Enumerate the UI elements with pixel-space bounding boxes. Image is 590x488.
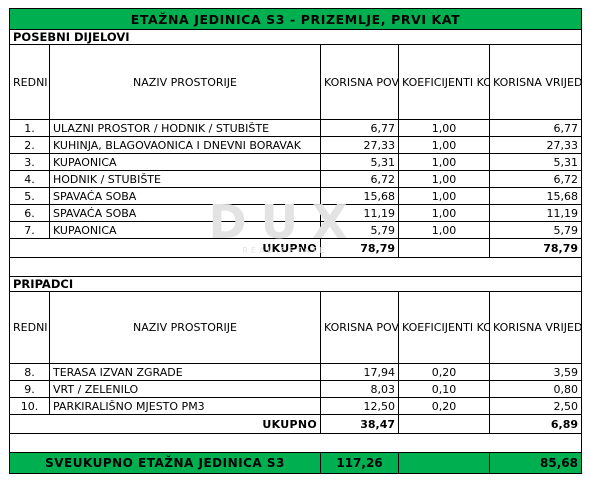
room-value: 3,59 <box>489 363 582 381</box>
column-header-row: REDNI BROJ NAZIV PROSTORIJE KORISNA POVR… <box>9 44 582 120</box>
room-name: KUPAONICA <box>49 153 321 171</box>
room-name: TERASA IZVAN ZGRADE <box>49 363 321 381</box>
grand-total-row: SVEUKUPNO ETAŽNA JEDINICA S3 117,26 85,6… <box>9 452 582 474</box>
table-row: 8. TERASA IZVAN ZGRADE 17,94 0,20 3,59 <box>9 363 582 381</box>
header-koeficijenti: KOEFICIJENTI KORISNE VRIJEDNOSTI POVRŠIN… <box>398 291 490 364</box>
row-number: 4. <box>9 170 50 188</box>
column-header-row-2: REDNI BROJ NAZIV PROSTORIJE KORISNA POVR… <box>9 291 582 364</box>
room-value: 5,79 <box>489 221 582 239</box>
room-coef: 0,20 <box>398 397 490 415</box>
spacer-row <box>9 257 582 277</box>
header-naziv: NAZIV PROSTORIJE <box>49 44 321 120</box>
row-number: 8. <box>9 363 50 381</box>
room-coef: 1,00 <box>398 119 490 137</box>
room-coef: 1,00 <box>398 221 490 239</box>
room-coef: 1,00 <box>398 153 490 171</box>
section-row-pripadci: PRIPADCI <box>9 276 582 292</box>
grand-total-coef-empty <box>398 452 490 474</box>
room-area: 17,94 <box>320 363 399 381</box>
total-coef-empty <box>398 238 490 258</box>
room-name: HODNIK / STUBIŠTE <box>49 170 321 188</box>
row-number: 3. <box>9 153 50 171</box>
room-name: KUHINJA, BLAGOVAONICA I DNEVNI BORAVAK <box>49 136 321 154</box>
room-name: VRT / ZELENILO <box>49 380 321 398</box>
room-name: KUPAONICA <box>49 221 321 239</box>
room-area: 15,68 <box>320 187 399 205</box>
room-name: ULAZNI PROSTOR / HODNIK / STUBIŠTE <box>49 119 321 137</box>
header-korisna-vrijednost: KORISNA VRIJEDNOST POVRŠINA / m² / <box>489 291 582 364</box>
section-row-posebni: POSEBNI DIJELOVI <box>9 29 582 45</box>
room-area: 27,33 <box>320 136 399 154</box>
title-row: ETAŽNA JEDINICA S3 - PRIZEMLJE, PRVI KAT <box>9 8 582 30</box>
room-value: 15,68 <box>489 187 582 205</box>
page-title: ETAŽNA JEDINICA S3 - PRIZEMLJE, PRVI KAT <box>9 8 582 30</box>
total-label-pripadci: UKUPNO <box>9 414 321 434</box>
table-row: 5. SPAVAĆA SOBA 15,68 1,00 15,68 <box>9 187 582 205</box>
room-area: 8,03 <box>320 380 399 398</box>
spacer-cell <box>9 257 582 277</box>
area-table: ETAŽNA JEDINICA S3 - PRIZEMLJE, PRVI KAT… <box>9 8 582 474</box>
room-name: SPAVAĆA SOBA <box>49 187 321 205</box>
room-area: 5,79 <box>320 221 399 239</box>
room-name: PARKIRALIŠNO MJESTO PM3 <box>49 397 321 415</box>
room-area: 6,72 <box>320 170 399 188</box>
room-value: 6,77 <box>489 119 582 137</box>
row-number: 10. <box>9 397 50 415</box>
room-coef: 1,00 <box>398 187 490 205</box>
header-redni-broj: REDNI BROJ <box>9 44 50 120</box>
room-value: 2,50 <box>489 397 582 415</box>
header-redni-broj: REDNI BROJ <box>9 291 50 364</box>
row-number: 1. <box>9 119 50 137</box>
room-coef: 0,20 <box>398 363 490 381</box>
total-area-posebni: 78,79 <box>320 238 399 258</box>
room-coef: 1,00 <box>398 204 490 222</box>
grand-total-area: 117,26 <box>320 452 399 474</box>
room-value: 11,19 <box>489 204 582 222</box>
row-number: 6. <box>9 204 50 222</box>
room-value: 0,80 <box>489 380 582 398</box>
header-naziv: NAZIV PROSTORIJE <box>49 291 321 364</box>
row-number: 9. <box>9 380 50 398</box>
table-row: 10. PARKIRALIŠNO MJESTO PM3 12,50 0,20 2… <box>9 397 582 415</box>
row-number: 5. <box>9 187 50 205</box>
total-label-posebni: UKUPNO <box>9 238 321 258</box>
grand-total-label: SVEUKUPNO ETAŽNA JEDINICA S3 <box>9 452 321 474</box>
header-korisna-povrsina: KORISNA POVRŠINA / m² / <box>320 291 399 364</box>
table-row: 6. SPAVAĆA SOBA 11,19 1,00 11,19 <box>9 204 582 222</box>
room-area: 12,50 <box>320 397 399 415</box>
table-row: 9. VRT / ZELENILO 8,03 0,10 0,80 <box>9 380 582 398</box>
room-value: 6,72 <box>489 170 582 188</box>
section-heading-posebni: POSEBNI DIJELOVI <box>9 29 582 45</box>
total-row-posebni: UKUPNO 78,79 78,79 <box>9 238 582 258</box>
spacer-cell <box>9 433 582 453</box>
room-coef: 1,00 <box>398 170 490 188</box>
total-value-pripadci: 6,89 <box>489 414 582 434</box>
room-value: 5,31 <box>489 153 582 171</box>
section-heading-pripadci: PRIPADCI <box>9 276 582 292</box>
table-row: 4. HODNIK / STUBIŠTE 6,72 1,00 6,72 <box>9 170 582 188</box>
table-row: 3. KUPAONICA 5,31 1,00 5,31 <box>9 153 582 171</box>
row-number: 2. <box>9 136 50 154</box>
header-korisna-povrsina: KORISNA POVRŠINA / m² / <box>320 44 399 120</box>
room-value: 27,33 <box>489 136 582 154</box>
table-row: 7. KUPAONICA 5,79 1,00 5,79 <box>9 221 582 239</box>
room-area: 11,19 <box>320 204 399 222</box>
room-name: SPAVAĆA SOBA <box>49 204 321 222</box>
total-coef-empty <box>398 414 490 434</box>
spacer-row <box>9 433 582 453</box>
total-row-pripadci: UKUPNO 38,47 6,89 <box>9 414 582 434</box>
room-coef: 0,10 <box>398 380 490 398</box>
grand-total-value: 85,68 <box>489 452 582 474</box>
room-area: 5,31 <box>320 153 399 171</box>
room-area: 6,77 <box>320 119 399 137</box>
total-value-posebni: 78,79 <box>489 238 582 258</box>
room-coef: 1,00 <box>398 136 490 154</box>
header-korisna-vrijednost: KORISNA VRIJEDNOST POVRŠINA / m² / <box>489 44 582 120</box>
table-row: 2. KUHINJA, BLAGOVAONICA I DNEVNI BORAVA… <box>9 136 582 154</box>
header-koeficijenti: KOEFICIJENTI KORISNE VRIJEDNOSTI POVRŠIN… <box>398 44 490 120</box>
table-row: 1. ULAZNI PROSTOR / HODNIK / STUBIŠTE 6,… <box>9 119 582 137</box>
row-number: 7. <box>9 221 50 239</box>
total-area-pripadci: 38,47 <box>320 414 399 434</box>
